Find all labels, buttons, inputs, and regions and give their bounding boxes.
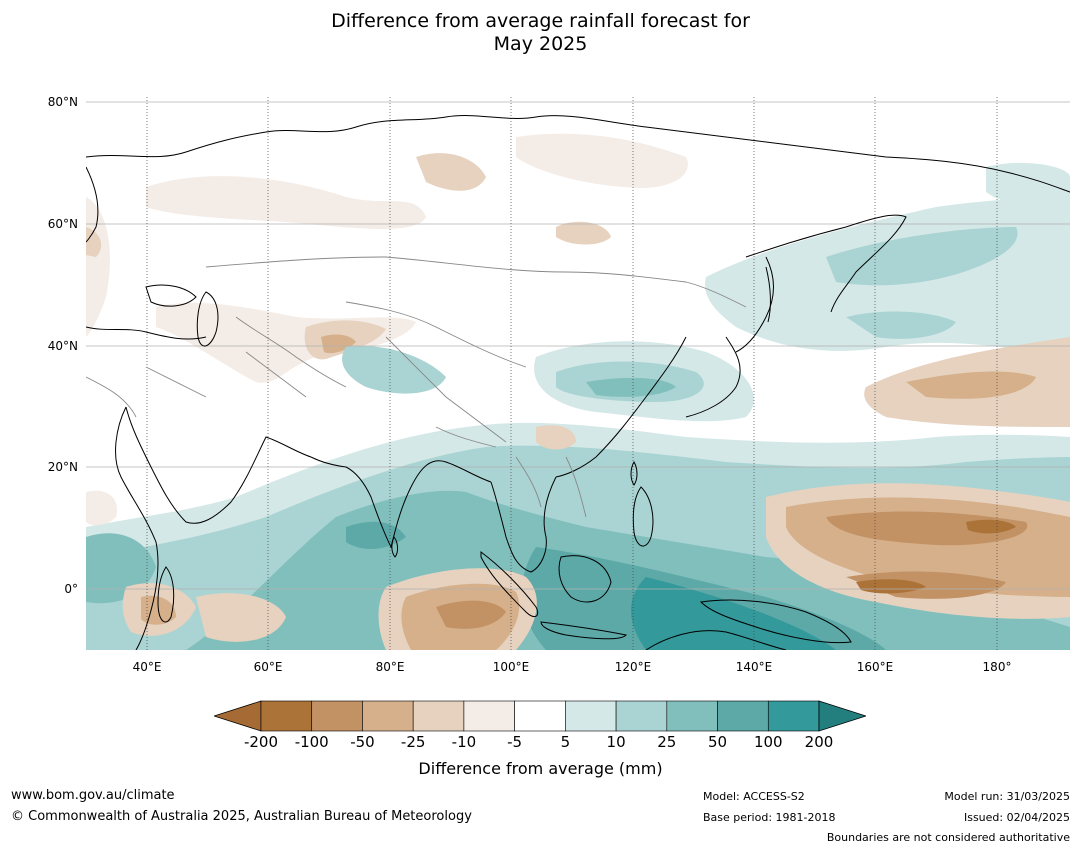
- anomaly-shading: [86, 133, 1070, 650]
- colorbar: [214, 700, 866, 732]
- lat-label-0: 0°: [64, 582, 78, 596]
- colorbar-tick-label: 50: [707, 733, 728, 751]
- colorbar-extend-high: [818, 700, 866, 732]
- colorbar-tick-label: 5: [560, 733, 571, 751]
- lat-label-20n: 20°N: [47, 460, 78, 474]
- colorbar-tick-label: 100: [753, 733, 783, 751]
- map-canvas: [86, 97, 1070, 650]
- colorbar-swatch: [362, 700, 414, 732]
- colorbar-tick-label: 200: [804, 733, 834, 751]
- meridians: [146, 97, 998, 650]
- colorbar-title: Difference from average (mm): [418, 759, 663, 778]
- lat-label-60n: 60°N: [47, 217, 78, 231]
- coastlines: [86, 115, 1070, 650]
- colorbar-swatch: [666, 700, 718, 732]
- website-link[interactable]: www.bom.gov.au/climate: [11, 788, 175, 803]
- colorbar-swatch: [260, 700, 313, 732]
- title-line-2: May 2025: [493, 33, 588, 55]
- colorbar-tick-label: 25: [657, 733, 677, 751]
- graticule: [86, 101, 1070, 590]
- country-borders: [86, 256, 747, 518]
- issued-date: Issued: 02/04/2025: [963, 811, 1070, 824]
- colorbar-tick-label: -100: [294, 733, 329, 751]
- lon-label-120e: 120°E: [614, 660, 652, 674]
- colorbar-swatch: [463, 700, 515, 732]
- colorbar-swatch: [565, 700, 617, 732]
- colorbar-tick-label: -50: [350, 733, 375, 751]
- model-name: Model: ACCESS-S2: [703, 790, 805, 803]
- lon-label-160e: 160°E: [856, 660, 894, 674]
- map-title: Difference from average rainfall forecas…: [0, 10, 1081, 56]
- colorbar-swatch: [615, 700, 668, 732]
- copyright-text: © Commonwealth of Australia 2025, Austra…: [11, 809, 472, 824]
- colorbar-swatch: [412, 700, 465, 732]
- colorbar-swatch: [717, 700, 769, 732]
- colorbar-swatch: [514, 700, 566, 732]
- lat-label-80n: 80°N: [47, 95, 78, 109]
- lon-label-60e: 60°E: [253, 660, 283, 674]
- colorbar-tick-label: -10: [451, 733, 477, 751]
- colorbar-extend-low: [214, 700, 262, 732]
- lon-label-140e: 140°E: [735, 660, 773, 674]
- lon-label-40e: 40°E: [132, 660, 162, 674]
- rainfall-map: [86, 97, 1070, 650]
- lon-label-100e: 100°E: [492, 660, 530, 674]
- colorbar-swatch: [767, 700, 820, 732]
- disclaimer: Boundaries are not considered authoritat…: [826, 831, 1070, 844]
- lon-label-180: 180°: [982, 660, 1012, 674]
- lon-label-80e: 80°E: [375, 660, 405, 674]
- colorbar-tick-label: -25: [400, 733, 426, 751]
- base-period: Base period: 1981-2018: [703, 811, 836, 824]
- colorbar-tick-label: -200: [243, 733, 279, 751]
- title-line-1: Difference from average rainfall forecas…: [331, 10, 750, 32]
- lat-label-40n: 40°N: [47, 339, 78, 353]
- colorbar-tick-label: -5: [507, 733, 523, 751]
- colorbar-swatch: [311, 700, 363, 732]
- model-run: Model run: 31/03/2025: [944, 790, 1070, 803]
- colorbar-tick-label: 10: [606, 733, 626, 751]
